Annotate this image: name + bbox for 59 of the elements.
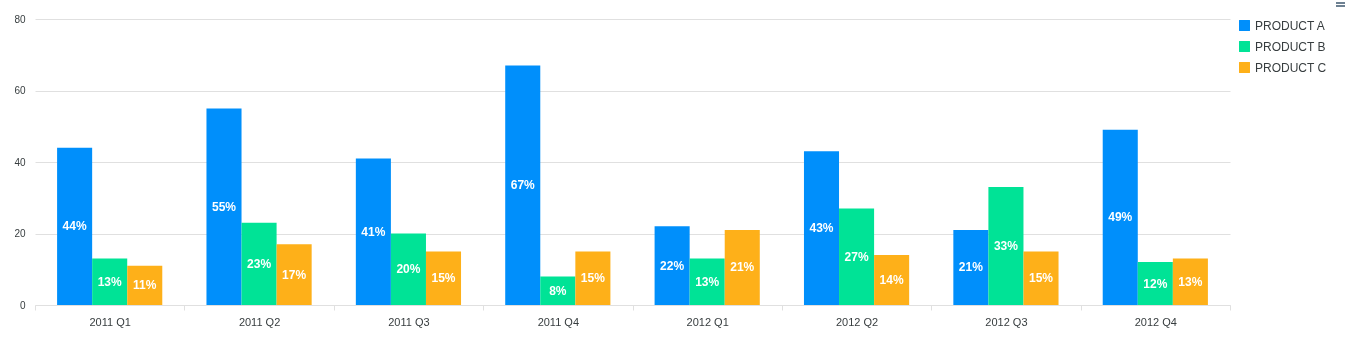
data-label: 41% xyxy=(361,224,386,239)
data-label: 27% xyxy=(844,249,869,264)
y-tick-label: 40 xyxy=(14,156,26,168)
bar xyxy=(1023,251,1059,305)
bar xyxy=(988,187,1024,305)
legend-label: PRODUCT A xyxy=(1255,18,1325,33)
bar xyxy=(874,254,910,305)
bar xyxy=(276,244,312,305)
bar xyxy=(1102,129,1138,305)
data-label: 21% xyxy=(958,260,984,275)
data-label: 17% xyxy=(282,267,307,282)
y-tick-label: 80 xyxy=(14,13,26,25)
bar xyxy=(57,147,93,305)
data-label: 11% xyxy=(133,278,157,293)
x-tick-label: 2011 Q4 xyxy=(537,315,580,328)
bar xyxy=(241,222,277,305)
x-tick-label: 2012 Q3 xyxy=(985,315,1028,328)
data-label: 55% xyxy=(211,199,237,214)
legend-label: PRODUCT C xyxy=(1255,60,1327,75)
data-label: 21% xyxy=(730,260,755,275)
bar xyxy=(839,208,875,305)
x-tick-label: 2011 Q3 xyxy=(388,315,430,328)
y-tick-label: 0 xyxy=(19,299,26,311)
bar xyxy=(575,251,611,305)
x-tick-label: 2012 Q1 xyxy=(686,315,729,328)
data-label: 22% xyxy=(660,258,685,273)
data-label: 20% xyxy=(396,262,421,277)
data-label: 67% xyxy=(510,178,536,193)
x-tick-label: 2012 Q2 xyxy=(835,315,879,328)
x-tick-label: 2011 Q1 xyxy=(89,315,131,328)
data-label: 12% xyxy=(1143,276,1168,291)
data-label: 43% xyxy=(809,221,834,236)
bar xyxy=(206,108,242,305)
data-label: 49% xyxy=(1108,210,1133,225)
bar xyxy=(390,233,426,305)
x-tick-label: 2012 Q4 xyxy=(1134,315,1177,328)
bar xyxy=(803,151,840,305)
y-tick-label: 60 xyxy=(14,85,26,96)
data-label: 15% xyxy=(580,271,606,286)
y-tick-label: 20 xyxy=(14,228,26,239)
data-label: 44% xyxy=(62,219,87,234)
x-tick-label: 2011 Q2 xyxy=(238,315,281,328)
data-label: 33% xyxy=(993,239,1019,254)
data-label: 14% xyxy=(879,272,904,287)
bar xyxy=(1137,262,1173,305)
bar xyxy=(355,158,391,305)
bar xyxy=(425,251,462,305)
bar xyxy=(505,65,541,305)
bar xyxy=(724,229,760,305)
data-label: 13% xyxy=(695,274,720,289)
bar xyxy=(953,229,989,305)
data-label: 13% xyxy=(97,274,123,289)
data-label: 13% xyxy=(1178,274,1203,289)
data-label: 15% xyxy=(431,271,456,286)
bar xyxy=(654,226,690,305)
data-label: 23% xyxy=(247,256,272,271)
legend-label: PRODUCT B xyxy=(1255,39,1326,54)
data-label: 8% xyxy=(549,283,567,298)
data-label: 15% xyxy=(1028,271,1054,286)
